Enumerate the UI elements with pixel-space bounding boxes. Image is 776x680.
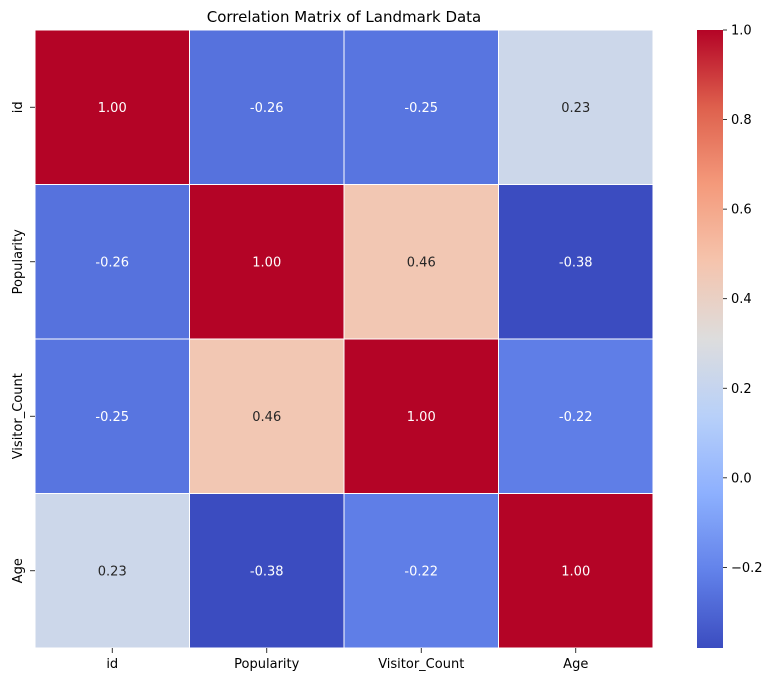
heatmap-cell bbox=[189, 184, 345, 340]
y-tick-label: id bbox=[11, 101, 26, 113]
x-tick-label: Age bbox=[563, 657, 588, 672]
cell-value-label: 0.23 bbox=[98, 564, 127, 579]
heatmap-cell bbox=[498, 184, 654, 340]
colorbar-tick-label: 0.4 bbox=[731, 292, 752, 307]
colorbar-tick-label: 0.6 bbox=[731, 203, 752, 218]
chart-title: Correlation Matrix of Landmark Data bbox=[207, 8, 482, 26]
heatmap-cell bbox=[343, 184, 499, 340]
heatmap-cell bbox=[498, 493, 654, 649]
x-tick-label: Visitor_Count bbox=[378, 657, 464, 672]
heatmap-cell bbox=[34, 29, 190, 185]
colorbar-tick-label: 1.0 bbox=[731, 24, 752, 39]
heatmap-cell bbox=[498, 29, 654, 185]
y-tick-label: Age bbox=[11, 558, 26, 583]
cell-value-label: 1.00 bbox=[561, 564, 590, 579]
cell-value-label: -0.25 bbox=[95, 410, 129, 425]
cell-value-label: -0.22 bbox=[404, 564, 438, 579]
cell-value-label: 0.46 bbox=[252, 410, 281, 425]
heatmap-cell bbox=[343, 29, 499, 185]
colorbar: −0.2 0.0 0.2 0.4 0.6 0.8 1.0 bbox=[697, 24, 763, 648]
colorbar-tick-label: 0.2 bbox=[731, 382, 752, 397]
heatmap-cell bbox=[343, 493, 499, 649]
y-tick-label: Popularity bbox=[11, 229, 26, 294]
cell-value-label: 1.00 bbox=[98, 101, 127, 116]
cell-value-label: -0.26 bbox=[95, 255, 129, 270]
cell-value-label: 0.46 bbox=[407, 255, 436, 270]
heatmap-cell bbox=[189, 493, 345, 649]
cell-value-label: -0.22 bbox=[559, 410, 593, 425]
heatmap-cells: 1.00 -0.26 -0.25 0.23 -0.26 1.00 0.46 -0.38 -0.2… bbox=[34, 29, 654, 649]
colorbar-gradient bbox=[697, 30, 723, 648]
cell-value-label: 1.00 bbox=[252, 255, 281, 270]
x-axis: id Popularity Visitor_Count Age bbox=[106, 648, 588, 672]
x-tick-label: Popularity bbox=[234, 657, 299, 672]
heatmap-cell bbox=[189, 338, 345, 494]
cell-value-label: -0.38 bbox=[559, 255, 593, 270]
heatmap-cell bbox=[498, 338, 654, 494]
cell-value-label: 0.23 bbox=[561, 101, 590, 116]
heatmap-cell bbox=[34, 493, 190, 649]
cell-value-label: 1.00 bbox=[407, 410, 436, 425]
colorbar-tick-label: 0.0 bbox=[731, 471, 752, 486]
colorbar-tick-label: 0.8 bbox=[731, 113, 752, 128]
heatmap-cell bbox=[34, 184, 190, 340]
heatmap-cell bbox=[189, 29, 345, 185]
cell-value-label: -0.26 bbox=[250, 101, 284, 116]
cell-value-label: -0.25 bbox=[404, 101, 438, 116]
x-tick-label: id bbox=[106, 657, 118, 672]
y-tick-label: Visitor_Count bbox=[11, 373, 26, 459]
y-axis: id Popularity Visitor_Count Age bbox=[11, 101, 35, 583]
colorbar-tick-label: −0.2 bbox=[731, 561, 763, 576]
cell-value-label: -0.38 bbox=[250, 564, 284, 579]
